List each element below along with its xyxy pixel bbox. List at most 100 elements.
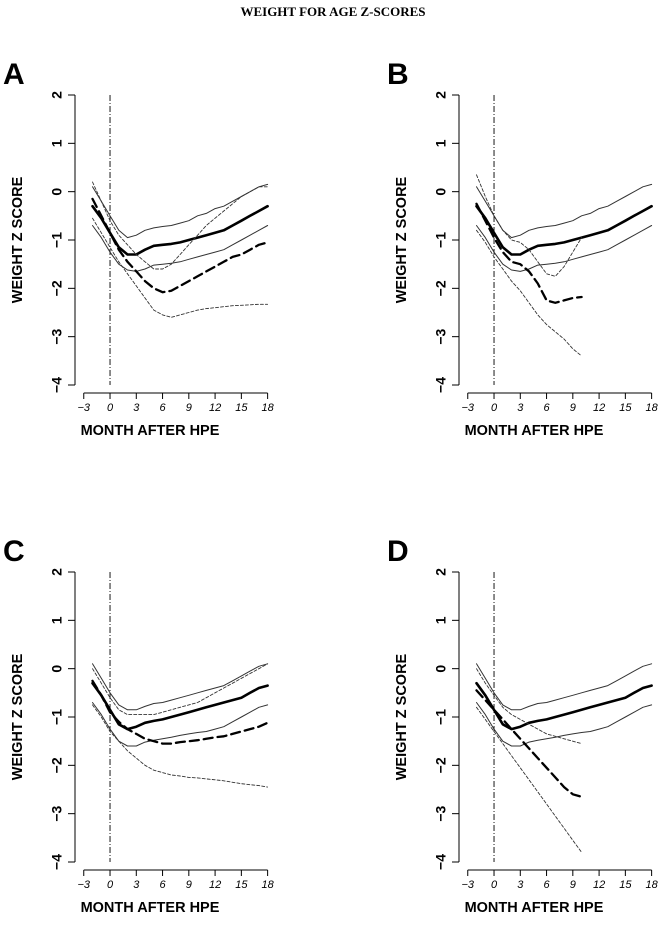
series-subgroup-mean (91, 679, 269, 745)
y-tick-label: −3 (49, 328, 65, 344)
series-subgroup-mean (475, 689, 583, 798)
y-tick-label: 0 (433, 665, 449, 673)
x-tick-label: 0 (107, 879, 114, 891)
x-tick-label: −3 (461, 879, 474, 891)
x-tick-label: 12 (593, 402, 605, 414)
x-axis-label: MONTH AFTER HPE (81, 423, 220, 439)
y-axis-label: WEIGHT Z SCORE (394, 176, 410, 303)
x-tick-label: 0 (491, 879, 498, 891)
x-tick-label: −3 (77, 402, 90, 414)
series-reference-upper (476, 183, 653, 239)
series-subgroup-lower (92, 704, 269, 788)
y-axis-label: WEIGHT Z SCORE (394, 653, 410, 780)
y-tick-label: 2 (49, 568, 65, 576)
y-tick-label: 2 (433, 568, 449, 576)
panel-letter: D (387, 535, 409, 568)
y-tick-label: −1 (49, 232, 65, 248)
x-tick-label: 6 (543, 402, 550, 414)
x-tick-label: 6 (159, 879, 166, 891)
y-tick-label: −2 (433, 757, 449, 773)
x-tick-label: 18 (261, 402, 274, 414)
x-tick-label: 0 (491, 402, 498, 414)
figure-title: WEIGHT FOR AGE Z-SCORES (240, 4, 425, 19)
y-tick-label: −4 (49, 377, 65, 393)
series-subgroup-mean (475, 202, 583, 304)
y-axis-label: WEIGHT Z SCORE (10, 653, 26, 780)
x-tick-label: 12 (593, 879, 605, 891)
series-subgroup-upper (92, 181, 269, 270)
y-tick-label: −4 (49, 854, 65, 870)
x-tick-label: 12 (209, 879, 221, 891)
x-tick-label: 15 (235, 879, 248, 891)
x-axis-label: MONTH AFTER HPE (465, 423, 604, 439)
series-reference-lower (476, 225, 653, 272)
y-tick-label: 1 (49, 616, 65, 624)
panel-letter: C (3, 535, 25, 568)
y-tick-label: −1 (433, 232, 449, 248)
y-tick-label: −4 (433, 854, 449, 870)
series-reference-lower (92, 702, 269, 747)
y-tick-label: −3 (49, 805, 65, 821)
x-tick-label: 9 (570, 879, 576, 891)
series-reference-upper (92, 183, 269, 239)
y-tick-label: −2 (49, 757, 65, 773)
x-tick-label: 3 (133, 402, 140, 414)
x-tick-label: 15 (619, 402, 632, 414)
x-tick-label: 3 (133, 879, 140, 891)
x-tick-label: 0 (107, 402, 114, 414)
x-tick-label: 6 (543, 879, 550, 891)
series-reference-mean (475, 681, 653, 731)
series-reference-upper (476, 663, 653, 711)
series-subgroup-mean (91, 197, 269, 294)
y-tick-label: 1 (433, 616, 449, 624)
panel-letter: A (3, 58, 25, 91)
x-axis-label: MONTH AFTER HPE (81, 900, 220, 916)
y-tick-label: −3 (433, 328, 449, 344)
series-subgroup-lower (92, 217, 269, 318)
y-tick-label: 1 (49, 139, 65, 147)
series-reference-mean (475, 204, 653, 256)
x-tick-label: −3 (461, 402, 474, 414)
series-subgroup-upper (476, 668, 583, 745)
series-reference-upper (92, 663, 269, 711)
x-tick-label: 12 (209, 402, 221, 414)
y-tick-label: 0 (49, 188, 65, 196)
x-tick-label: 18 (645, 402, 658, 414)
x-tick-label: 15 (235, 402, 248, 414)
y-tick-label: 1 (433, 139, 449, 147)
series-subgroup-lower (476, 229, 583, 357)
x-tick-label: −3 (77, 879, 90, 891)
x-tick-label: 18 (645, 879, 658, 891)
series-reference-mean (91, 681, 269, 731)
series-reference-mean (91, 204, 269, 256)
x-tick-label: 3 (517, 402, 524, 414)
x-tick-label: 3 (517, 879, 524, 891)
series-subgroup-lower (476, 706, 583, 853)
y-tick-label: −1 (433, 709, 449, 725)
y-axis-label: WEIGHT Z SCORE (10, 176, 26, 303)
y-tick-label: −1 (49, 709, 65, 725)
x-tick-label: 9 (186, 402, 192, 414)
y-tick-label: −2 (49, 280, 65, 296)
y-tick-label: −4 (433, 377, 449, 393)
y-tick-label: 2 (433, 91, 449, 99)
x-tick-label: 9 (186, 879, 192, 891)
x-tick-label: 6 (159, 402, 166, 414)
series-subgroup-upper (92, 663, 269, 716)
x-axis-label: MONTH AFTER HPE (465, 900, 604, 916)
y-tick-label: 2 (49, 91, 65, 99)
y-tick-label: −3 (433, 805, 449, 821)
x-tick-label: 18 (261, 879, 274, 891)
y-tick-label: 0 (49, 665, 65, 673)
series-reference-lower (476, 702, 653, 747)
x-tick-label: 9 (570, 402, 576, 414)
panel-letter: B (387, 58, 409, 91)
y-tick-label: −2 (433, 280, 449, 296)
x-tick-label: 15 (619, 879, 632, 891)
